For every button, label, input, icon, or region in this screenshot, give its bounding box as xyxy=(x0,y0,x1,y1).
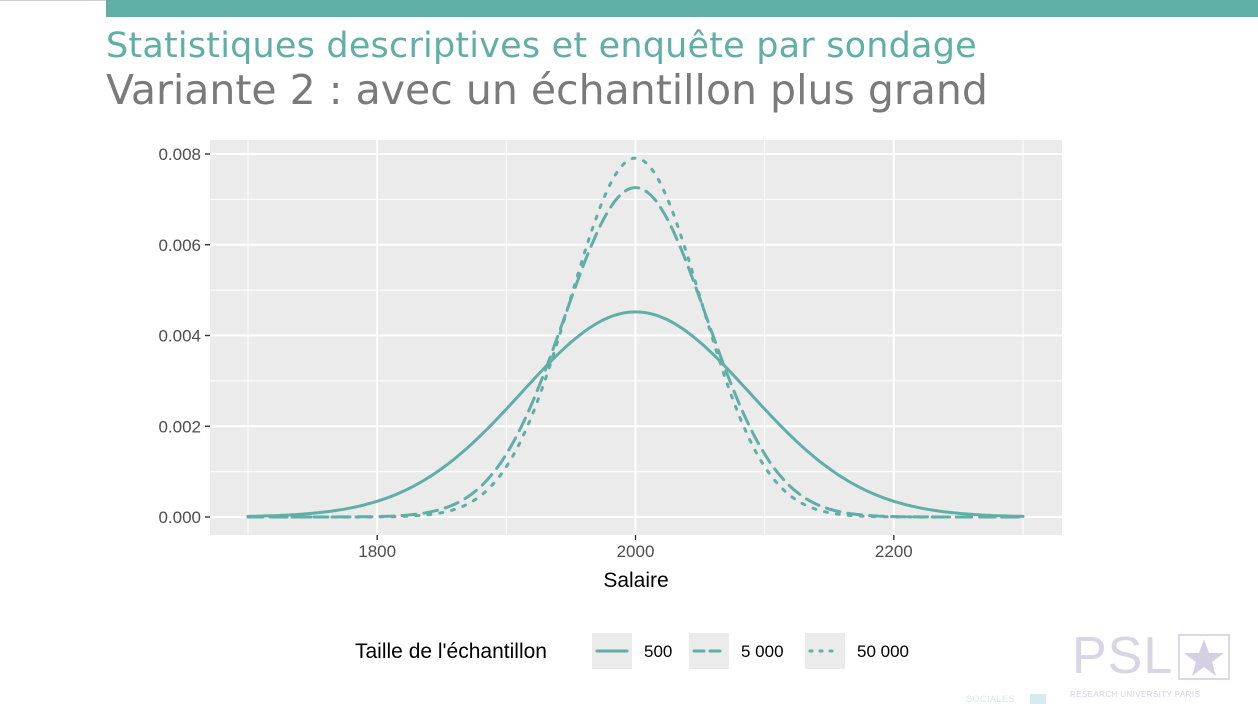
x-tick-label: 1800 xyxy=(358,542,396,561)
partner-logo-text: SOCIALES xyxy=(966,694,1016,704)
legend: Taille de l'échantillon 500 5 000 50 000 xyxy=(355,633,909,669)
slide-subtitle: Variante 2 : avec un échantillon plus gr… xyxy=(106,66,988,114)
x-tick-label: 2200 xyxy=(875,542,913,561)
psl-tagline: RESEARCH UNIVERSITY PARIS xyxy=(1070,690,1201,699)
series-line-1 xyxy=(246,310,1025,518)
legend-label: 50 000 xyxy=(857,642,909,661)
x-axis-title: Salaire xyxy=(603,569,668,592)
header-accent-bar xyxy=(106,0,1258,17)
slide-title: Statistiques descriptives et enquête par… xyxy=(106,26,977,66)
legend-title: Taille de l'échantillon xyxy=(355,640,547,663)
x-tick-label: 2000 xyxy=(617,542,655,561)
y-tick-label: 0.002 xyxy=(158,417,201,436)
corner-rule xyxy=(0,0,106,1)
psl-logo-letters: PSL xyxy=(1072,627,1174,685)
series-line-2 xyxy=(246,186,1025,519)
legend-label: 500 xyxy=(644,642,672,661)
y-axis: 0.000 0.002 0.004 0.006 0.008 xyxy=(158,145,210,527)
y-tick-label: 0.004 xyxy=(158,327,201,346)
series-layer xyxy=(246,156,1025,519)
y-tick-label: 0.006 xyxy=(158,236,201,255)
y-tick-label: 0.000 xyxy=(158,508,201,527)
partner-logo-block xyxy=(1030,694,1046,704)
y-tick-label: 0.008 xyxy=(158,145,201,164)
series-line-3 xyxy=(246,156,1025,519)
psl-logo: PSL RESEARCH UNIVERSITY PARIS xyxy=(1070,627,1230,702)
star-icon xyxy=(1178,634,1230,680)
legend-label: 5 000 xyxy=(741,642,784,661)
x-axis: 1800 2000 2200 xyxy=(358,535,913,561)
